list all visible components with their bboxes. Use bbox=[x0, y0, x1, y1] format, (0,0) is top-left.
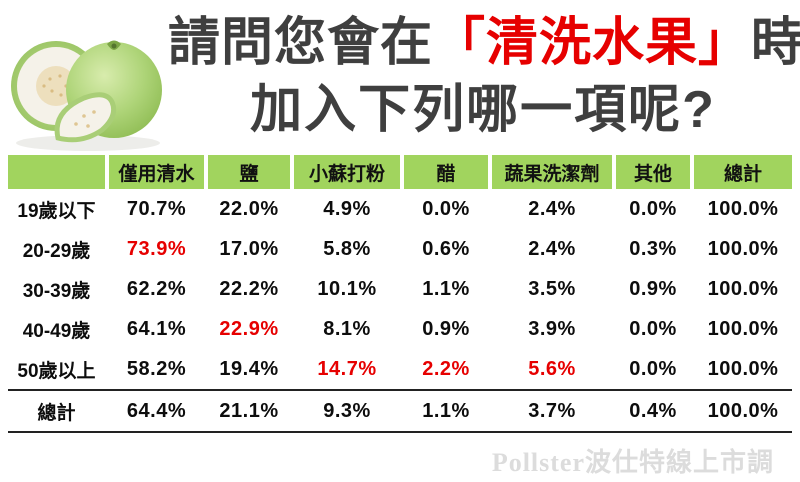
table-cell: 70.7% bbox=[126, 197, 187, 220]
table-cell: 64.1% bbox=[126, 317, 187, 340]
table-cell: 58.2% bbox=[126, 357, 187, 380]
total-row-label: 總計 bbox=[37, 402, 76, 424]
table-cell: 22.9% bbox=[219, 317, 279, 340]
fruit-shadow bbox=[16, 135, 160, 151]
table-cell: 0.9% bbox=[629, 277, 677, 300]
table-cell: 100.0% bbox=[707, 197, 779, 220]
column-header-baking-soda: 小蘇打粉 bbox=[294, 155, 400, 189]
row-label: 30-39歲 bbox=[22, 280, 91, 302]
row-label: 20-29歲 bbox=[22, 240, 91, 262]
total-cell: 9.3% bbox=[323, 399, 371, 422]
table-divider-top bbox=[8, 389, 792, 391]
total-cell: 100.0% bbox=[707, 399, 779, 422]
table-cell: 100.0% bbox=[707, 357, 779, 380]
row-label: 50歲以上 bbox=[17, 360, 96, 382]
table-cell: 0.0% bbox=[422, 197, 470, 220]
table-cell: 10.1% bbox=[317, 277, 377, 300]
table-cell: 1.1% bbox=[422, 277, 470, 300]
row-label: 19歲以下 bbox=[17, 200, 96, 222]
column-header-vinegar: 醋 bbox=[404, 155, 488, 189]
table-cell: 5.8% bbox=[323, 237, 371, 260]
table-cell: 0.3% bbox=[629, 237, 677, 260]
table-cell: 17.0% bbox=[219, 237, 279, 260]
table-cell: 0.9% bbox=[422, 317, 470, 340]
table-cell: 3.5% bbox=[528, 277, 576, 300]
total-cell: 3.7% bbox=[528, 399, 576, 422]
table-cell: 2.4% bbox=[528, 237, 576, 260]
table-cell: 14.7% bbox=[317, 357, 377, 380]
table-cell: 3.9% bbox=[528, 317, 576, 340]
title-line1-suffix: 時 bbox=[751, 14, 800, 72]
guava-image bbox=[11, 40, 162, 151]
row-label: 40-49歲 bbox=[22, 320, 91, 342]
survey-results-table: 僅用清水 鹽 小蘇打粉 醋 蔬果洗潔劑 其他 總計 19歲以下 70.7% 22… bbox=[8, 155, 792, 433]
total-cell: 0.4% bbox=[629, 399, 677, 422]
table-cell: 2.2% bbox=[422, 357, 470, 380]
table-cell: 19.4% bbox=[219, 357, 279, 380]
page-title: 請問您會在「清洗水果」時 加入下列哪一項呢? bbox=[168, 10, 800, 143]
column-header-blank bbox=[8, 155, 105, 189]
table-cell: 0.0% bbox=[629, 197, 677, 220]
column-header-salt: 鹽 bbox=[208, 155, 290, 189]
title-line1-highlight: 「清洗水果」 bbox=[433, 14, 752, 72]
column-header-total: 總計 bbox=[694, 155, 792, 189]
table-cell: 22.0% bbox=[219, 197, 279, 220]
total-cell: 64.4% bbox=[126, 399, 187, 422]
title-line-2: 加入下列哪一項呢? bbox=[250, 80, 716, 139]
table-divider-bottom bbox=[8, 431, 792, 433]
table-cell: 100.0% bbox=[707, 317, 779, 340]
title-line1-prefix: 請問您會在 bbox=[168, 14, 434, 72]
table-cell: 22.2% bbox=[219, 277, 279, 300]
column-header-water: 僅用清水 bbox=[109, 155, 204, 189]
table-cell: 0.6% bbox=[422, 237, 470, 260]
table-cell: 73.9% bbox=[126, 237, 187, 260]
table-cell: 100.0% bbox=[707, 237, 779, 260]
table-cell: 2.4% bbox=[528, 197, 576, 220]
table-cell: 4.9% bbox=[323, 197, 371, 220]
total-cell: 1.1% bbox=[422, 399, 470, 422]
table-cell: 0.0% bbox=[629, 357, 677, 380]
table-cell: 5.6% bbox=[528, 357, 576, 380]
table-cell: 8.1% bbox=[323, 317, 371, 340]
column-header-other: 其他 bbox=[616, 155, 690, 189]
watermark: Pollster波仕特線上市調 bbox=[491, 448, 774, 477]
title-line-1: 請問您會在「清洗水果」時 bbox=[168, 10, 800, 77]
column-header-detergent: 蔬果洗潔劑 bbox=[492, 155, 612, 189]
table-cell: 100.0% bbox=[707, 277, 779, 300]
total-cell: 21.1% bbox=[219, 399, 279, 422]
table-cell: 62.2% bbox=[126, 277, 187, 300]
table-cell: 0.0% bbox=[629, 317, 677, 340]
